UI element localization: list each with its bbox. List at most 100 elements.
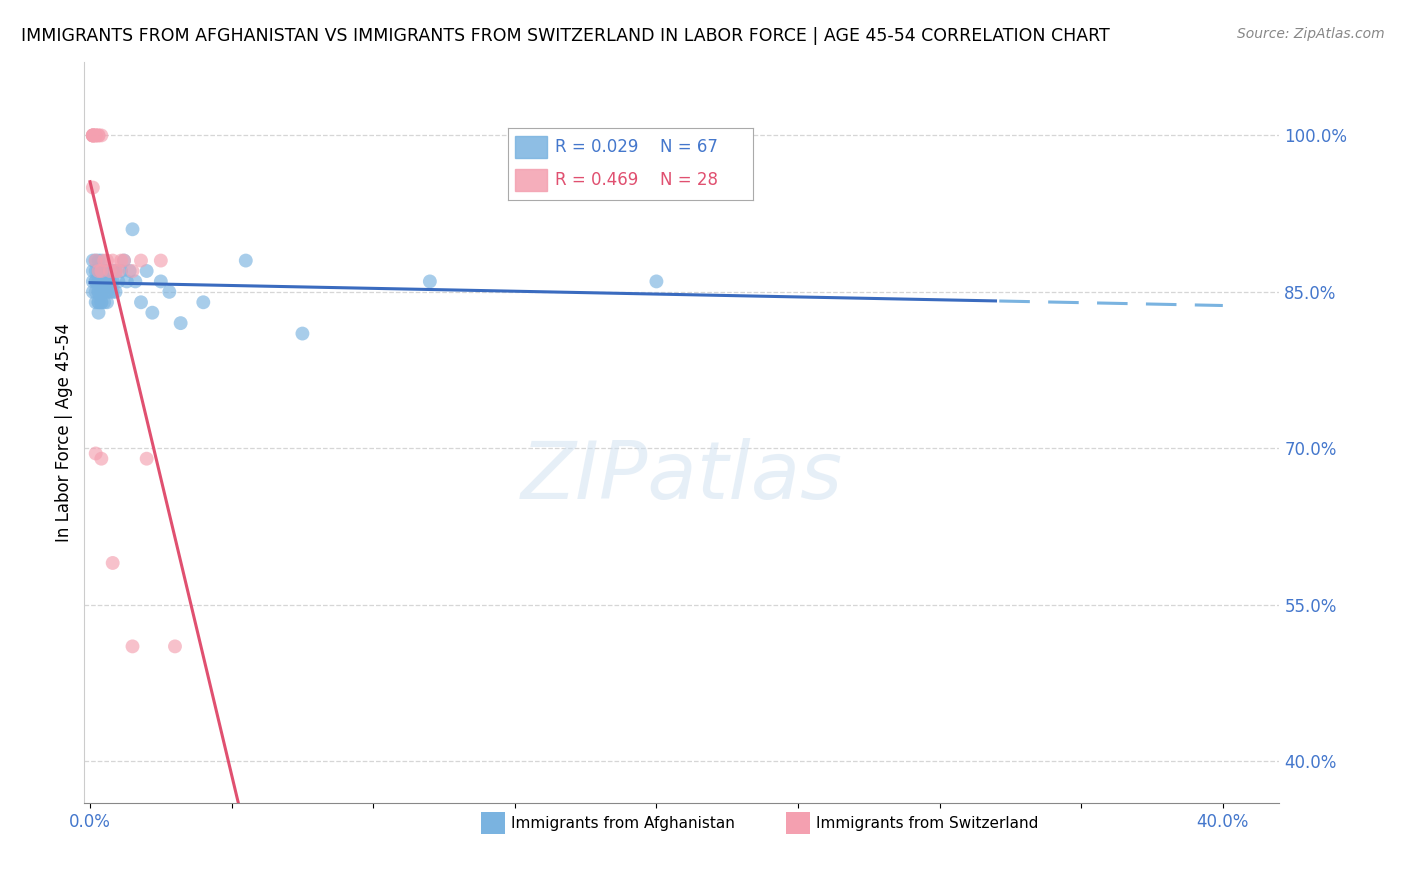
Point [110,264,132,278]
Point [84,446,107,460]
Point [98,264,121,278]
Point [104,285,127,299]
Text: ZIPatlas: ZIPatlas [520,438,844,516]
Point [149,253,172,268]
Text: Immigrants from Afghanistan: Immigrants from Afghanistan [512,816,735,830]
Point [107,274,129,288]
Point [82,274,104,288]
Point [90,295,112,310]
Point [84,285,107,299]
Bar [516,136,547,158]
Point [87,274,110,288]
Point [121,640,143,654]
Point [163,640,186,654]
Point [82,128,104,143]
Point [121,264,143,278]
Text: Source: ZipAtlas.com: Source: ZipAtlas.com [1237,27,1385,41]
Point [87,285,110,299]
Point [87,295,110,310]
Point [101,285,124,299]
Point [90,274,112,288]
Point [82,180,104,194]
Point [87,264,110,278]
Point [87,264,110,278]
Point [98,285,121,299]
Point [90,274,112,288]
Point [90,253,112,268]
Point [121,222,143,236]
Point [87,306,110,320]
Point [135,451,157,466]
Point [84,274,107,288]
Bar [516,169,547,191]
Point [129,295,152,310]
Point [84,264,107,278]
Point [98,264,121,278]
Point [96,295,118,310]
Point [84,253,107,268]
Point [124,274,146,288]
Point [110,253,132,268]
Point [87,295,110,310]
Point [87,264,110,278]
Point [90,274,112,288]
Point [87,274,110,288]
Point [96,253,118,268]
Point [93,274,115,288]
Point [112,253,135,268]
Point [135,264,157,278]
Point [98,274,121,288]
Point [104,264,127,278]
Point [141,306,163,320]
Point [87,128,110,143]
Text: IMMIGRANTS FROM AFGHANISTAN VS IMMIGRANTS FROM SWITZERLAND IN LABOR FORCE | AGE : IMMIGRANTS FROM AFGHANISTAN VS IMMIGRANT… [21,27,1109,45]
Point [101,264,124,278]
Point [90,451,112,466]
Point [90,264,112,278]
Point [84,274,107,288]
Point [82,253,104,268]
Point [93,253,115,268]
Point [107,264,129,278]
Point [645,274,668,288]
Point [90,128,112,143]
Point [90,295,112,310]
Point [82,128,104,143]
Point [82,285,104,299]
Point [93,274,115,288]
Point [96,264,118,278]
Point [115,274,138,288]
Text: Immigrants from Switzerland: Immigrants from Switzerland [817,816,1039,830]
Text: R = 0.469: R = 0.469 [555,171,638,189]
Y-axis label: In Labor Force | Age 45-54: In Labor Force | Age 45-54 [55,323,73,542]
Point [149,274,172,288]
Point [169,316,191,330]
Point [82,264,104,278]
Point [90,264,112,278]
Point [90,285,112,299]
Text: N = 28: N = 28 [659,171,718,189]
Point [82,128,104,143]
Point [118,264,141,278]
Point [87,285,110,299]
Point [96,274,118,288]
Point [96,285,118,299]
Point [84,128,107,143]
Point [104,264,127,278]
Point [291,326,314,341]
Text: R = 0.029: R = 0.029 [555,138,638,156]
Point [235,253,257,268]
Point [82,128,104,143]
Point [101,253,124,268]
Point [419,274,441,288]
Point [129,253,152,268]
Point [84,295,107,310]
Point [93,285,115,299]
Point [101,556,124,570]
Point [90,264,112,278]
Point [96,274,118,288]
Point [84,253,107,268]
Point [87,128,110,143]
Point [193,295,215,310]
Text: N = 67: N = 67 [659,138,718,156]
